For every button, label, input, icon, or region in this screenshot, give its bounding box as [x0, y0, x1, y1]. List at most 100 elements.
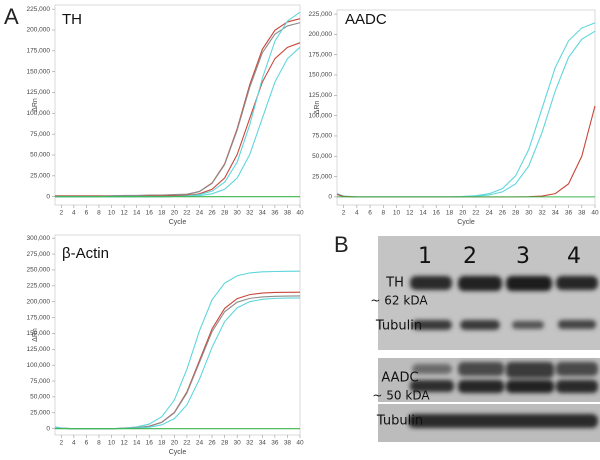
- y-tick-label: 150,000: [309, 72, 333, 79]
- x-tick-label: 18: [158, 440, 166, 447]
- amplification-curve: [336, 22, 596, 198]
- amplification-curve: [54, 270, 301, 430]
- x-tick-label: 28: [221, 440, 229, 447]
- y-tick-label: 125,000: [27, 89, 51, 96]
- x-tick-label: 24: [486, 210, 494, 217]
- band: [556, 362, 598, 376]
- y-tick-label: 125,000: [27, 346, 51, 353]
- y-tick-label: 75,000: [30, 378, 50, 385]
- chart-title: AADC: [345, 11, 387, 28]
- lane-label: 4: [567, 244, 581, 269]
- row-label: Tubulin: [376, 414, 423, 429]
- x-tick-label: 38: [578, 210, 586, 217]
- x-axis-label: Cycle: [457, 219, 475, 226]
- y-tick-label: 25,000: [312, 173, 332, 180]
- x-tick-label: 24: [196, 210, 204, 217]
- chart-title: TH: [62, 11, 82, 28]
- y-tick-label: 125,000: [309, 92, 333, 99]
- row-label: ~ 50 kDA: [372, 389, 430, 403]
- y-tick-label: 100,000: [27, 362, 51, 369]
- x-tick-label: 30: [234, 440, 242, 447]
- x-tick-label: 40: [591, 210, 599, 217]
- y-tick-label: 100,000: [309, 112, 333, 119]
- y-axis-label: ΔRn: [32, 328, 39, 342]
- band: [512, 321, 544, 329]
- x-tick-label: 2: [342, 210, 346, 217]
- panel-label: A: [4, 4, 19, 29]
- y-tick-label: 250,000: [27, 267, 51, 274]
- y-axis-label: ΔRn: [314, 101, 321, 115]
- x-tick-label: 22: [472, 210, 480, 217]
- y-tick-label: 200,000: [27, 298, 51, 305]
- plot-frame: [54, 4, 301, 206]
- x-tick-label: 32: [538, 210, 546, 217]
- x-tick-label: 18: [158, 210, 166, 217]
- x-tick-label: 12: [120, 440, 128, 447]
- x-tick-label: 4: [72, 210, 76, 217]
- x-tick-label: 16: [433, 210, 441, 217]
- panel-label: B: [334, 232, 349, 257]
- x-tick-label: 4: [355, 210, 359, 217]
- x-tick-label: 12: [406, 210, 414, 217]
- x-tick-label: 10: [108, 210, 116, 217]
- western-blot: 1 2 3 4 TH ~ 62 kDA Tubulin AADC ~ 50 kD…: [370, 236, 600, 442]
- x-tick-label: 32: [246, 440, 254, 447]
- y-tick-label: 75,000: [312, 133, 332, 140]
- y-tick-label: 75,000: [30, 131, 50, 138]
- x-tick-label: 28: [512, 210, 520, 217]
- x-tick-label: 22: [183, 440, 191, 447]
- x-tick-label: 26: [208, 210, 216, 217]
- x-tick-label: 30: [525, 210, 533, 217]
- row-label: AADC: [381, 371, 418, 386]
- y-tick-label: 0: [328, 194, 332, 201]
- x-tick-label: 34: [259, 210, 267, 217]
- x-tick-label: 22: [183, 210, 191, 217]
- amplification-curve: [54, 297, 301, 430]
- band: [556, 276, 598, 290]
- lane-label: 2: [463, 244, 477, 269]
- band: [506, 380, 554, 393]
- x-tick-label: 36: [565, 210, 573, 217]
- x-tick-label: 10: [108, 440, 116, 447]
- y-tick-label: 0: [46, 193, 50, 200]
- amplification-curve: [55, 46, 301, 198]
- x-tick-label: 2: [59, 210, 63, 217]
- lane-label: 1: [418, 244, 432, 269]
- band: [412, 364, 452, 374]
- y-tick-label: 150,000: [27, 330, 51, 337]
- x-axis-label: Cycle: [169, 449, 187, 456]
- amplification-curve: [54, 295, 301, 430]
- x-tick-label: 28: [221, 210, 229, 217]
- y-tick-label: 225,000: [27, 6, 51, 13]
- x-tick-label: 26: [499, 210, 507, 217]
- x-tick-label: 14: [133, 210, 141, 217]
- band: [458, 380, 504, 393]
- x-tick-label: 40: [296, 210, 304, 217]
- blot-background: [378, 236, 600, 350]
- x-tick-label: 36: [271, 210, 279, 217]
- amplification-curve: [336, 30, 596, 198]
- x-tick-label: 14: [419, 210, 427, 217]
- band: [460, 320, 500, 330]
- y-tick-label: 100,000: [27, 110, 51, 117]
- x-tick-label: 34: [259, 440, 267, 447]
- x-tick-label: 26: [208, 440, 216, 447]
- x-tick-label: 10: [393, 210, 401, 217]
- x-tick-label: 34: [552, 210, 560, 217]
- band: [410, 276, 452, 290]
- band: [556, 380, 598, 393]
- x-tick-label: 6: [85, 210, 89, 217]
- row-label: ~ 62 kDA: [370, 294, 428, 308]
- x-tick-label: 30: [234, 210, 242, 217]
- y-tick-label: 50,000: [30, 152, 50, 159]
- x-tick-label: 32: [246, 210, 254, 217]
- x-tick-label: 38: [284, 210, 292, 217]
- x-tick-label: 16: [146, 440, 154, 447]
- x-axis-label: Cycle: [169, 219, 187, 226]
- band: [458, 362, 504, 376]
- x-tick-label: 16: [146, 210, 154, 217]
- amplification-curve: [336, 105, 596, 198]
- band: [506, 276, 552, 291]
- x-tick-label: 2: [59, 440, 63, 447]
- y-tick-label: 50,000: [312, 153, 332, 160]
